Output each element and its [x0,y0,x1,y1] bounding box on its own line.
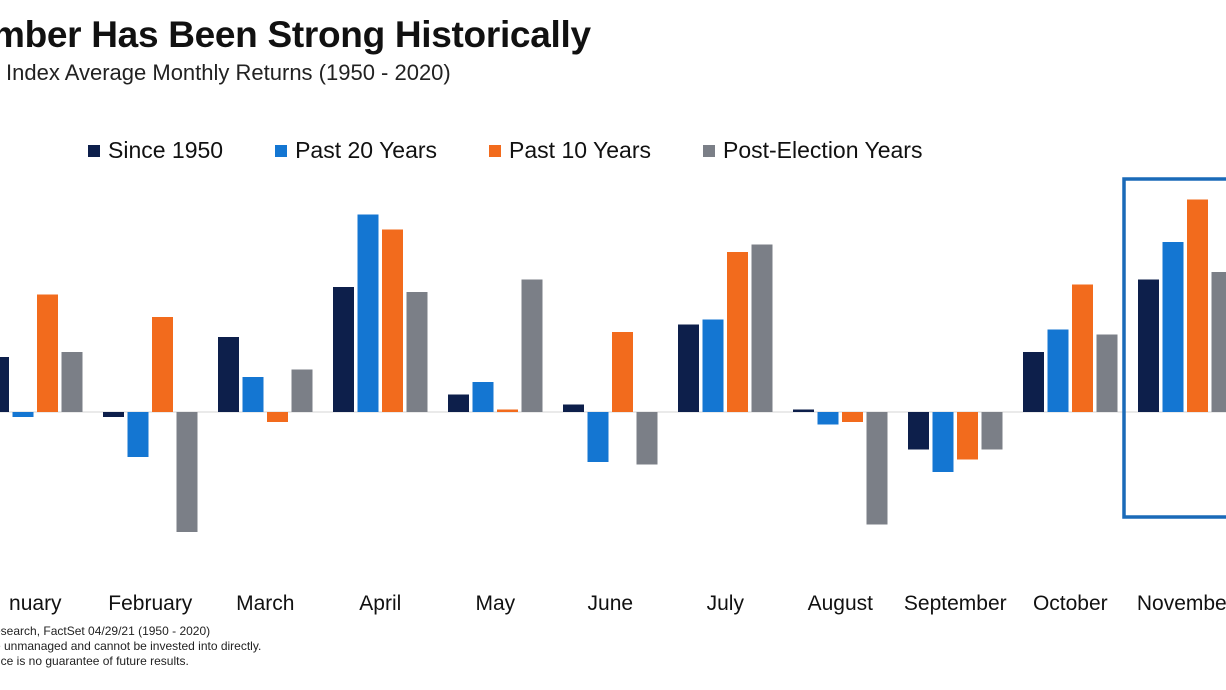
legend-swatch-post-election-years [703,144,715,157]
bar-post-election-years-may [521,279,543,412]
bar-since-1950-nuary [0,357,9,412]
x-tick-label-october: October [1033,592,1108,615]
legend-item-post-election-years: Post-Election Years [703,137,922,164]
footnote-unmanaged: e unmanaged and cannot be invested into … [0,639,262,653]
x-tick-label-july: July [707,592,745,615]
bar-since-1950-october [1023,352,1044,412]
bar-post-election-years-july [751,244,773,412]
bar-post-election-years-october [1096,334,1118,412]
x-tick-label-february: February [108,592,193,615]
bar-past-20-years-september [932,412,954,472]
x-tick-label-april: April [359,592,401,615]
bar-past-20-years-october [1047,329,1069,412]
legend-label-post-election-years: Post-Election Years [723,137,923,163]
bar-post-election-years-november [1211,272,1226,412]
bar-past-10-years-june [612,332,633,412]
legend-label-past-10-years: Past 10 Years [509,137,651,163]
legend-swatch-past-10-years [489,144,502,157]
chart-subtitle: Index Average Monthly Returns (1950 - 20… [6,60,451,85]
bar-post-election-years-september [981,412,1003,450]
x-tick-label-june: June [588,592,634,615]
bar-since-1950-may [448,394,469,412]
legend-item-since-1950: Since 1950 [88,137,223,164]
bar-since-1950-april [333,287,354,412]
bar-past-20-years-nuary [12,412,34,417]
legend: Since 1950 Past 20 Years Past 10 Years P… [88,137,922,164]
legend-swatch-since-1950 [88,144,100,157]
legend-swatch-past-20-years [275,144,288,157]
bar-past-20-years-february [127,412,149,457]
bar-post-election-years-march [291,369,313,412]
bar-post-election-years-april [406,292,428,412]
x-tick-label-november: November [1137,592,1226,615]
footnotes: esearch, FactSet 04/29/21 (1950 - 2020) … [0,624,261,669]
bar-past-20-years-july [702,319,724,412]
bar-since-1950-march [218,337,239,412]
bar-past-10-years-march [267,412,288,422]
legend-item-past-10-years: Past 10 Years [489,137,651,164]
bar-past-10-years-may [497,409,518,412]
bar-since-1950-september [908,412,929,450]
footnote-source: esearch, FactSet 04/29/21 (1950 - 2020) [0,624,211,638]
legend-label-past-20-years: Past 20 Years [295,137,438,163]
bar-since-1950-july [678,324,699,412]
bar-since-1950-june [563,404,584,412]
bar-since-1950-august [793,409,814,412]
legend-label-since-1950: Since 1950 [108,137,224,163]
bar-past-20-years-may [472,382,494,412]
bar-past-10-years-november [1187,199,1208,412]
bar-past-10-years-february [152,317,173,412]
bar-post-election-years-nuary [61,352,83,412]
bar-past-10-years-nuary [37,294,58,412]
bar-past-20-years-august [817,412,839,425]
chart-title: mber Has Been Strong Historically [0,14,591,55]
bar-post-election-years-august [866,412,888,525]
legend-item-past-20-years: Past 20 Years [275,137,437,164]
bar-post-election-years-june [636,412,658,465]
x-tick-label-september: September [904,592,1007,615]
bar-post-election-years-february [176,412,198,532]
x-tick-label-march: March [236,592,294,615]
footnote-performance: nce is no guarantee of future results. [0,654,189,668]
bar-past-20-years-june [587,412,609,462]
bar-past-10-years-october [1072,284,1093,412]
bar-past-10-years-april [382,229,403,412]
x-tick-label-nuary: nuary [9,592,62,615]
bar-past-10-years-july [727,252,748,412]
bar-past-10-years-august [842,412,863,422]
bar-past-20-years-april [357,214,379,412]
highlight-box-november [1122,177,1226,519]
bar-since-1950-november [1138,279,1159,412]
bar-past-10-years-september [957,412,978,460]
x-tick-label-august: August [808,592,874,615]
x-tick-label-may: May [475,592,515,615]
bar-past-20-years-march [242,377,264,412]
bar-since-1950-february [103,412,124,417]
bar-past-20-years-november [1162,242,1184,412]
